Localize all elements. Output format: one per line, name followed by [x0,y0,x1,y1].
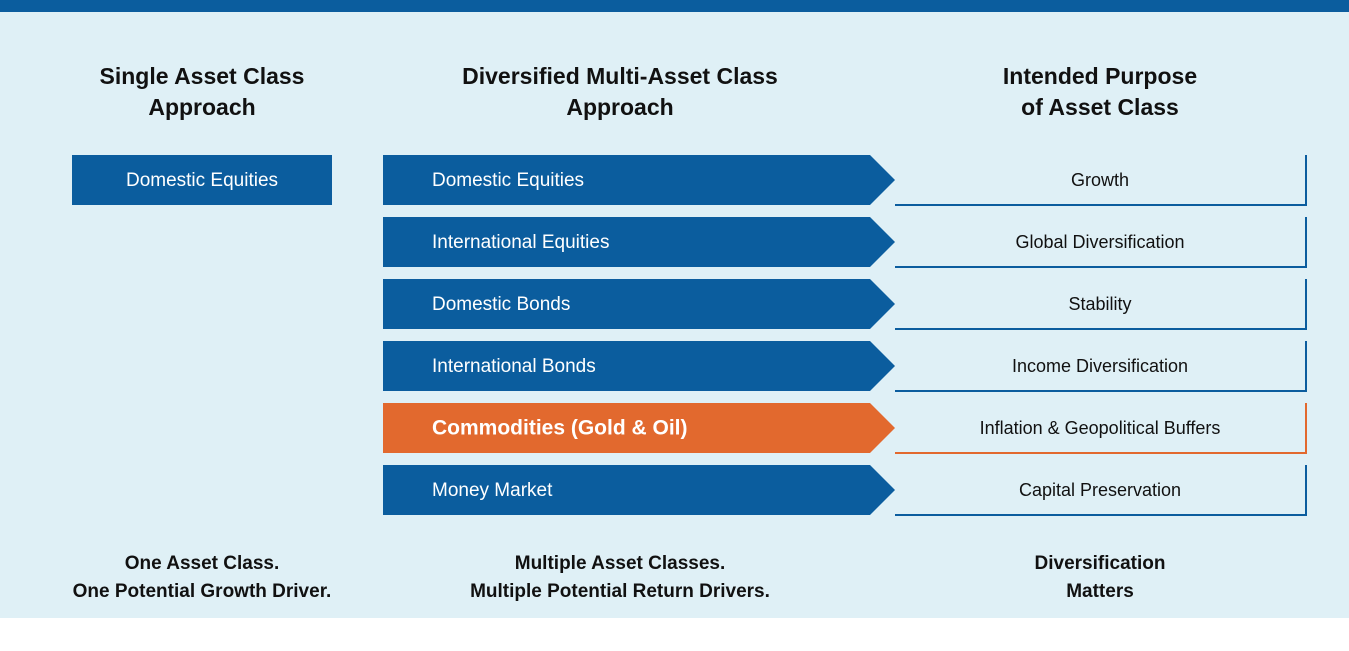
asset-arrow [383,465,895,515]
asset-label: Commodities (Gold & Oil) [432,417,688,440]
purpose-label: Stability [1068,294,1131,314]
purpose-label: Capital Preservation [1019,480,1181,500]
column-heading: Intended Purpose [1003,63,1197,89]
purpose-label: Inflation & Geopolitical Buffers [980,418,1221,438]
purpose-border [895,341,1307,392]
column-heading: Approach [566,94,673,120]
asset-label: International Bonds [432,356,596,377]
column-footer: Multiple Potential Return Drivers. [470,581,770,602]
asset-label: Domestic Bonds [432,294,570,315]
purpose-label: Global Diversification [1015,232,1184,252]
asset-label: International Equities [432,232,609,253]
purpose-border [895,279,1307,330]
column-footer: One Potential Growth Driver. [73,581,332,602]
column-footer: Diversification [1035,553,1166,574]
column-heading: Approach [148,94,255,120]
column-footer: One Asset Class. [125,553,280,574]
asset-label: Domestic Equities [432,170,584,191]
asset-arrow [383,279,895,329]
column-footer: Matters [1066,581,1134,602]
column-footer: Multiple Asset Classes. [515,553,725,574]
column-heading: of Asset Class [1021,94,1179,120]
purpose-border [895,155,1307,206]
single-box-label: Domestic Equities [126,170,278,191]
asset-label: Money Market [432,480,553,501]
single-box [72,155,332,205]
asset-arrow [383,341,895,391]
column-heading: Diversified Multi-Asset Class [462,63,778,89]
asset-arrow [383,217,895,267]
asset-arrow [383,403,895,453]
purpose-border [895,403,1307,454]
top-bar [0,0,1349,12]
column-heading: Single Asset Class [100,63,305,89]
purpose-label: Growth [1071,170,1129,190]
asset-arrow [383,155,895,205]
purpose-label: Income Diversification [1012,356,1188,376]
purpose-border [895,217,1307,268]
purpose-border [895,465,1307,516]
